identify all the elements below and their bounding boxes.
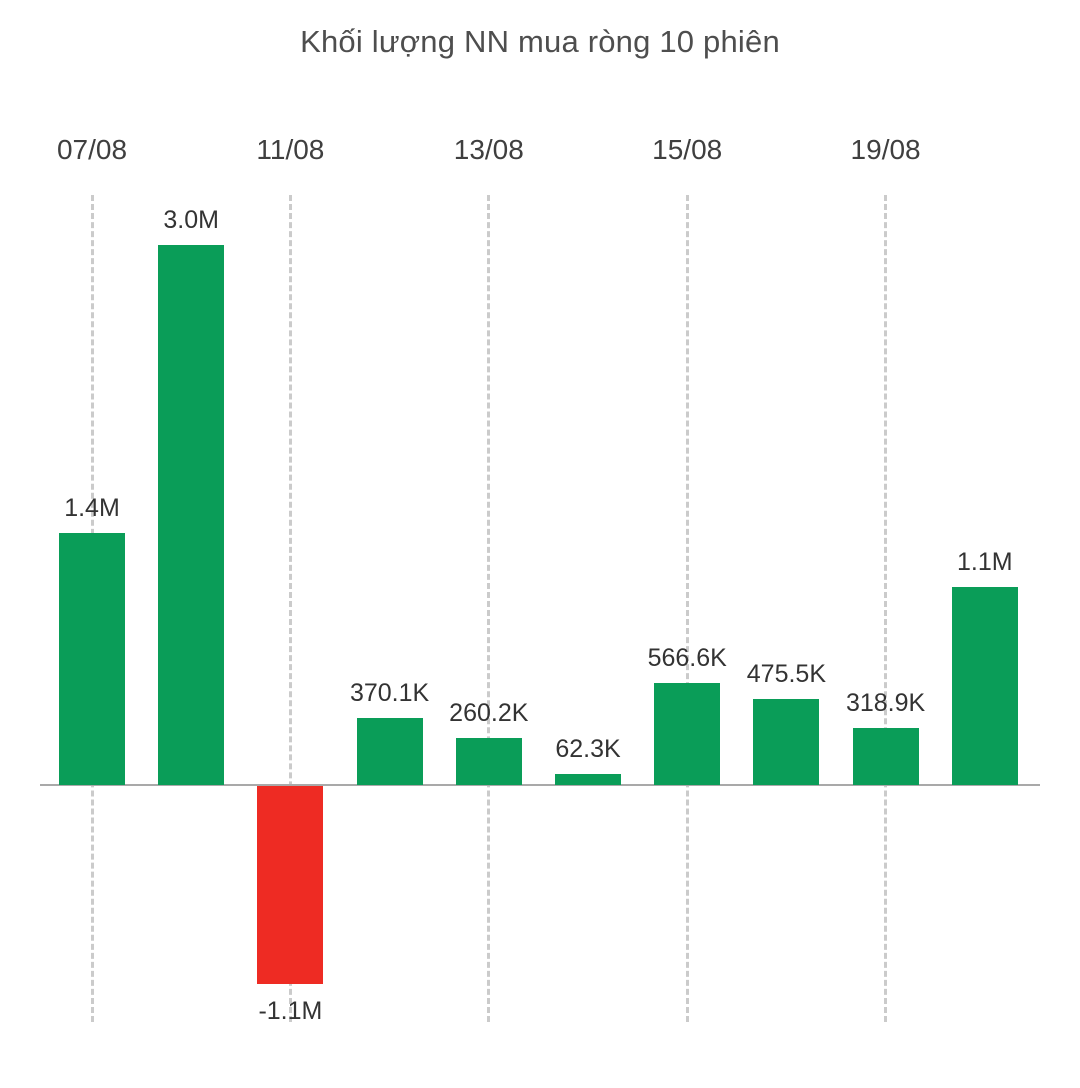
vertical-gridline [685,195,689,1022]
bar-value-label: 260.2K [449,699,529,728]
x-tick-label: 11/08 [256,134,325,165]
bar-negative[interactable] [257,786,324,984]
bar-positive[interactable] [158,245,225,785]
bar-value-label: 3.0M [163,206,219,234]
bar-value-label: -1.1M [258,997,323,1025]
bar-value-label: 1.4M [64,494,120,522]
bar-positive[interactable] [59,533,125,785]
bar-positive[interactable] [555,773,621,785]
x-tick-label: 15/08 [652,134,723,165]
x-tick-label: 13/08 [453,134,524,165]
bar-value-label: 475.5K [746,660,827,689]
bar-positive[interactable] [753,699,820,785]
vertical-gridline [288,195,292,1022]
bar-value-label: 566.6K [647,644,727,672]
bar-value-label: 318.9K [845,688,926,717]
x-tick-label: 07/08 [56,134,128,165]
vertical-gridline [487,195,491,1022]
bar-positive[interactable] [356,718,423,785]
vertical-gridline [884,195,888,1022]
bar-positive[interactable] [951,587,1018,785]
bar-positive[interactable] [455,738,522,785]
chart-title: Khối lượng NN mua ròng 10 phiên [300,24,780,59]
bar-value-label: 62.3K [555,734,621,763]
bar-value-label: 1.1M [957,548,1013,576]
bar-positive[interactable] [654,683,721,785]
bar-value-label: 370.1K [349,679,430,708]
x-tick-label: 19/08 [850,134,921,165]
bar-positive[interactable] [852,727,919,785]
zero-axis-line [40,784,1040,786]
